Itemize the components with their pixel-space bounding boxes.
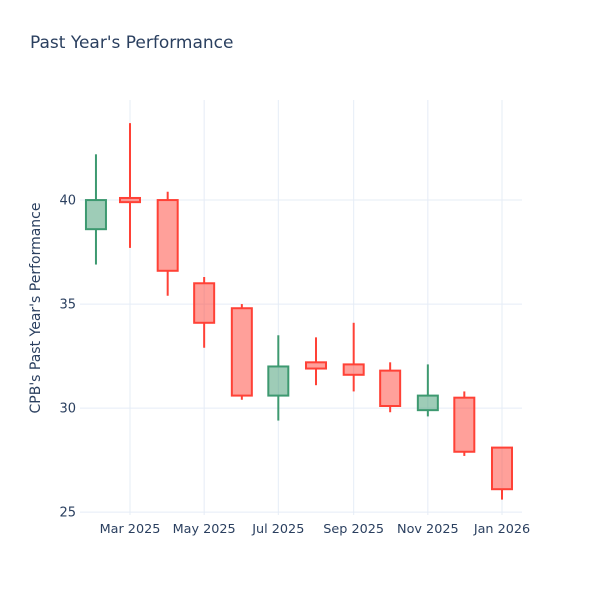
candle-body-decreasing [453, 396, 476, 453]
candle-body-increasing [84, 199, 107, 231]
x-tick-label: Jan 2026 [473, 522, 530, 537]
candle-body-decreasing [156, 199, 179, 272]
candle-Feb-2025[interactable] [84, 154, 107, 265]
candle-Dec-2025[interactable] [453, 391, 476, 456]
x-tick-label: May 2025 [173, 522, 236, 537]
candle-body-increasing [267, 365, 290, 397]
x-tick-label: Mar 2025 [100, 522, 161, 537]
candle-Sep-2025[interactable] [342, 322, 365, 392]
y-tick-label: 30 [59, 402, 76, 417]
candle-body-decreasing [379, 369, 402, 407]
candle-body-decreasing [230, 307, 253, 397]
y-tick-label: 25 [59, 506, 76, 521]
candle-May-2025[interactable] [193, 277, 216, 348]
candle-Oct-2025[interactable] [379, 362, 402, 413]
y-tick-label: 35 [59, 298, 76, 313]
x-tick-label: Nov 2025 [397, 522, 459, 537]
candle-Nov-2025[interactable] [416, 364, 439, 417]
candle-body-decreasing [491, 446, 514, 491]
candle-body-increasing [416, 394, 439, 412]
candle-Jul-2025[interactable] [267, 335, 290, 421]
candle-Jun-2025[interactable] [230, 304, 253, 400]
candle-body-decreasing [304, 361, 327, 370]
x-tick-label: Jul 2025 [251, 522, 304, 537]
chart-title: Past Year's Performance [30, 33, 234, 53]
candle-Apr-2025[interactable] [156, 191, 179, 296]
candle-body-decreasing [342, 363, 365, 376]
y-tick-label: 40 [59, 194, 76, 209]
candle-Mar-2025[interactable] [118, 123, 141, 248]
candle-Jan-2026[interactable] [491, 446, 514, 500]
candle-Aug-2025[interactable] [304, 337, 327, 386]
x-tick-label: Sep 2025 [323, 522, 384, 537]
candle-body-decreasing [118, 196, 141, 204]
candle-body-decreasing [193, 282, 216, 324]
